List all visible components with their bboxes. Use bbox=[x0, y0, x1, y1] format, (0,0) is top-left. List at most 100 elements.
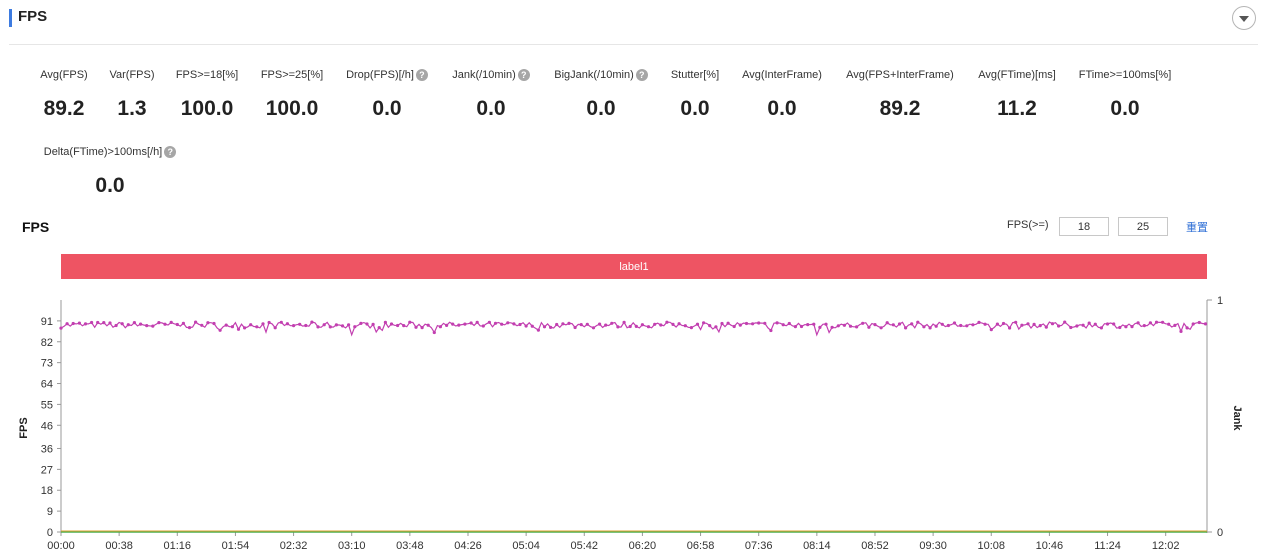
metric-label-text: Avg(FTime)[ms] bbox=[978, 69, 1056, 81]
metric-label-text: Delta(FTime)>100ms[/h] bbox=[43, 146, 163, 158]
metric-label: Var(FPS) bbox=[109, 69, 154, 81]
fps-point bbox=[536, 328, 541, 332]
fps-point bbox=[604, 323, 608, 327]
y-right-axis-title: Jank bbox=[1231, 405, 1243, 431]
section-header: FPS bbox=[0, 0, 1270, 44]
metric-value: 1.3 bbox=[117, 97, 147, 120]
fps-point bbox=[120, 322, 124, 326]
fps-point bbox=[1105, 322, 1110, 326]
fps-point bbox=[891, 323, 895, 327]
help-icon[interactable]: ? bbox=[517, 69, 530, 81]
y-tick-label: 0 bbox=[47, 527, 53, 539]
fps-point bbox=[334, 323, 338, 327]
fps-point bbox=[1020, 323, 1024, 327]
fps-point bbox=[457, 323, 461, 327]
metric-label: Delta(FTime)>100ms[/h]? bbox=[44, 146, 177, 158]
fps-point bbox=[763, 321, 767, 325]
metric-9: Avg(InterFrame) 0.0 bbox=[707, 65, 857, 121]
fps-point bbox=[677, 322, 681, 326]
fps-point bbox=[212, 321, 216, 326]
collapse-button[interactable] bbox=[1232, 6, 1256, 30]
fps-point bbox=[916, 320, 920, 324]
fps-point bbox=[236, 327, 241, 331]
y-tick-label: 9 bbox=[47, 506, 53, 518]
fps-point bbox=[1069, 325, 1073, 330]
fps-point bbox=[500, 322, 504, 326]
chevron-down-icon bbox=[1239, 16, 1249, 22]
fps-point bbox=[1142, 324, 1146, 328]
fps-point bbox=[567, 321, 571, 325]
fps-point bbox=[371, 322, 375, 326]
fps-point bbox=[1197, 320, 1201, 325]
fps-point bbox=[1001, 321, 1006, 326]
fps-point bbox=[432, 330, 436, 335]
metric-label-text: Drop(FPS)[/h] bbox=[346, 69, 414, 81]
metric-value: 100.0 bbox=[265, 97, 319, 120]
fps-point bbox=[340, 324, 345, 328]
fps-point bbox=[952, 321, 957, 325]
label-band[interactable]: label1 bbox=[61, 254, 1207, 279]
fps-point bbox=[322, 323, 326, 327]
y-tick-label: 82 bbox=[41, 337, 53, 349]
fps-point bbox=[1032, 322, 1036, 326]
help-icon[interactable]: ? bbox=[164, 146, 177, 158]
fps-point bbox=[848, 324, 853, 328]
y-tick-label: 46 bbox=[41, 420, 53, 432]
fps-point bbox=[573, 325, 577, 330]
reset-link[interactable]: 重置 bbox=[1186, 222, 1208, 234]
fps-point bbox=[1038, 324, 1042, 328]
fps-point bbox=[959, 323, 963, 328]
fps-threshold-high-input[interactable] bbox=[1118, 217, 1168, 236]
fps-point bbox=[812, 322, 816, 326]
y-right-tick-label: 1 bbox=[1217, 295, 1223, 307]
x-tick-label: 03:48 bbox=[396, 540, 424, 552]
fps-point bbox=[1185, 326, 1189, 330]
metric-value: 0.0 bbox=[767, 97, 797, 120]
help-icon[interactable]: ? bbox=[635, 69, 648, 81]
fps-point bbox=[965, 324, 969, 328]
metric-8: Stutter[%] 0.0 bbox=[620, 65, 770, 121]
metric-value: 11.2 bbox=[997, 97, 1037, 120]
y-tick-label: 27 bbox=[41, 464, 53, 476]
fps-point bbox=[659, 323, 663, 327]
x-tick-label: 12:02 bbox=[1152, 540, 1180, 552]
fps-point bbox=[1044, 325, 1048, 329]
y-axis-title: FPS bbox=[18, 417, 30, 438]
metric-2: Var(FPS) 1.3 bbox=[57, 65, 207, 121]
fps-point bbox=[1191, 322, 1195, 326]
help-icon[interactable]: ? bbox=[415, 69, 428, 81]
fps-point bbox=[77, 321, 81, 325]
fps-point bbox=[695, 322, 700, 326]
fps-threshold-low-input[interactable] bbox=[1059, 217, 1109, 236]
fps-point bbox=[481, 324, 485, 328]
fps-point bbox=[420, 326, 424, 330]
fps-point bbox=[910, 322, 914, 326]
metric-label-text: BigJank(/10min) bbox=[554, 69, 634, 81]
fps-point bbox=[897, 322, 902, 326]
fps-point bbox=[445, 323, 449, 327]
fps-point bbox=[285, 322, 289, 326]
fps-point bbox=[873, 323, 877, 327]
fps-point bbox=[218, 328, 222, 332]
fps-point bbox=[426, 323, 430, 327]
fps-point bbox=[1087, 321, 1091, 325]
fps-point bbox=[463, 322, 467, 326]
fps-point bbox=[683, 324, 687, 328]
header-divider bbox=[9, 44, 1258, 45]
x-tick-label: 06:58 bbox=[687, 540, 715, 552]
fps-point bbox=[628, 324, 632, 329]
fps-point bbox=[671, 322, 675, 326]
metric-label: BigJank(/10min)? bbox=[554, 69, 648, 81]
fps-point bbox=[1112, 322, 1116, 326]
metric-4: FPS>=25[%] 100.0 bbox=[217, 65, 367, 121]
metric-3: FPS>=18[%] 100.0 bbox=[132, 65, 282, 121]
label-band-text: label1 bbox=[619, 260, 649, 273]
fps-point bbox=[389, 322, 394, 326]
fps-point bbox=[940, 322, 944, 326]
fps-point bbox=[555, 322, 559, 327]
x-tick-label: 08:14 bbox=[803, 540, 831, 552]
fps-point bbox=[292, 324, 296, 328]
fps-point bbox=[365, 322, 369, 326]
section-title: FPS bbox=[18, 8, 48, 25]
metric-label: Drop(FPS)[/h]? bbox=[346, 69, 428, 81]
